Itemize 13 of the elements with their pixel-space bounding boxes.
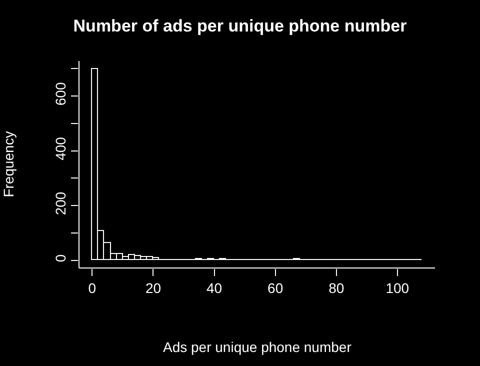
x-tick-label: 60 — [268, 280, 284, 296]
y-tick-label: 600 — [52, 82, 68, 106]
y-tick-label: 200 — [52, 192, 68, 216]
y-axis-title: Frequency — [0, 131, 16, 198]
x-axis-title: Ads per unique phone number — [163, 339, 352, 355]
x-tick-label: 100 — [386, 280, 410, 296]
y-tick-label: 400 — [52, 136, 68, 160]
x-tick-label: 80 — [328, 280, 344, 296]
y-tick-label: 0 — [52, 254, 68, 262]
chart-title: Number of ads per unique phone number — [73, 16, 408, 36]
x-tick-label: 20 — [145, 280, 162, 296]
x-tick-label: 0 — [88, 280, 96, 296]
x-tick-label: 40 — [206, 280, 222, 296]
